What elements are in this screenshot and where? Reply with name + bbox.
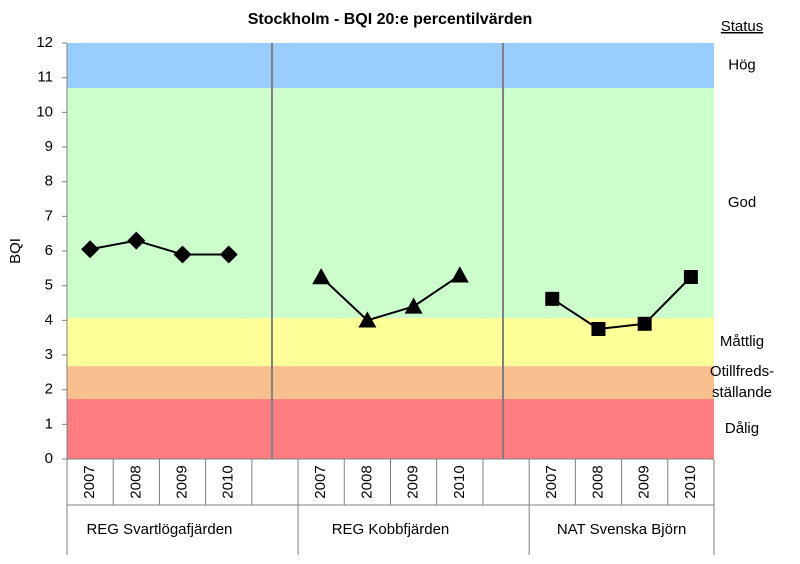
y-tick-label: 4: [45, 311, 53, 328]
marker: [404, 297, 423, 314]
group-label: REG Kobbfjärden: [332, 521, 450, 538]
marker: [219, 245, 238, 264]
marker: [358, 311, 377, 328]
x-tick-label: 2008: [589, 465, 606, 498]
status-label: Måttlig: [720, 333, 764, 350]
x-tick-label: 2008: [358, 465, 375, 498]
series-line: [320, 274, 461, 322]
x-tick-label: 2007: [312, 465, 329, 498]
status-label: Hög: [728, 57, 756, 74]
marker: [545, 291, 560, 306]
x-tick-label: 2009: [174, 465, 191, 498]
marker: [591, 322, 606, 336]
status-label: ställande: [712, 384, 772, 401]
marker: [683, 270, 698, 284]
y-tick-label: 3: [45, 346, 53, 363]
x-tick-label: 2008: [127, 465, 144, 498]
marker: [173, 245, 192, 264]
y-axis-title: BQI: [7, 238, 24, 264]
marker: [450, 266, 469, 283]
y-tick-label: 2: [45, 381, 53, 398]
y-tick-label: 1: [45, 415, 53, 432]
chart-title: Stockholm - BQI 20:e percentilvärden: [248, 11, 533, 28]
x-tick-label: 2007: [543, 465, 560, 498]
y-tick-label: 7: [45, 207, 53, 224]
x-tick-label: 2009: [636, 465, 653, 498]
status-label: God: [728, 194, 756, 211]
status-title: Status: [721, 18, 764, 35]
status-band: [67, 366, 714, 400]
status-label: Otillfreds-: [710, 363, 774, 380]
x-tick-label: 2007: [81, 465, 98, 498]
y-tick-label: 0: [45, 450, 53, 467]
y-tick-label: 11: [37, 69, 53, 86]
y-tick-label: 9: [45, 138, 53, 155]
y-tick-label: 12: [36, 34, 53, 51]
y-tick-label: 6: [45, 242, 53, 259]
status-band: [67, 317, 714, 367]
x-tick-label: 2010: [220, 465, 237, 498]
group-label: NAT Svenska Björn: [557, 521, 687, 538]
y-tick-label: 5: [45, 277, 53, 294]
marker: [81, 240, 100, 259]
group-label: REG Svartlögafjärden: [86, 521, 232, 538]
x-tick-label: 2009: [405, 465, 422, 498]
y-tick-label: 10: [36, 103, 53, 120]
x-tick-label: 2010: [682, 465, 699, 498]
series-line: [551, 276, 692, 331]
status-label: Dålig: [725, 420, 759, 437]
y-tick-label: 8: [45, 173, 53, 190]
marker: [312, 268, 331, 285]
status-band: [67, 43, 714, 89]
status-band: [67, 88, 714, 318]
series-line: [89, 239, 229, 256]
marker: [127, 231, 146, 250]
x-tick-label: 2010: [451, 465, 468, 498]
status-band: [67, 399, 714, 459]
marker: [637, 316, 652, 331]
